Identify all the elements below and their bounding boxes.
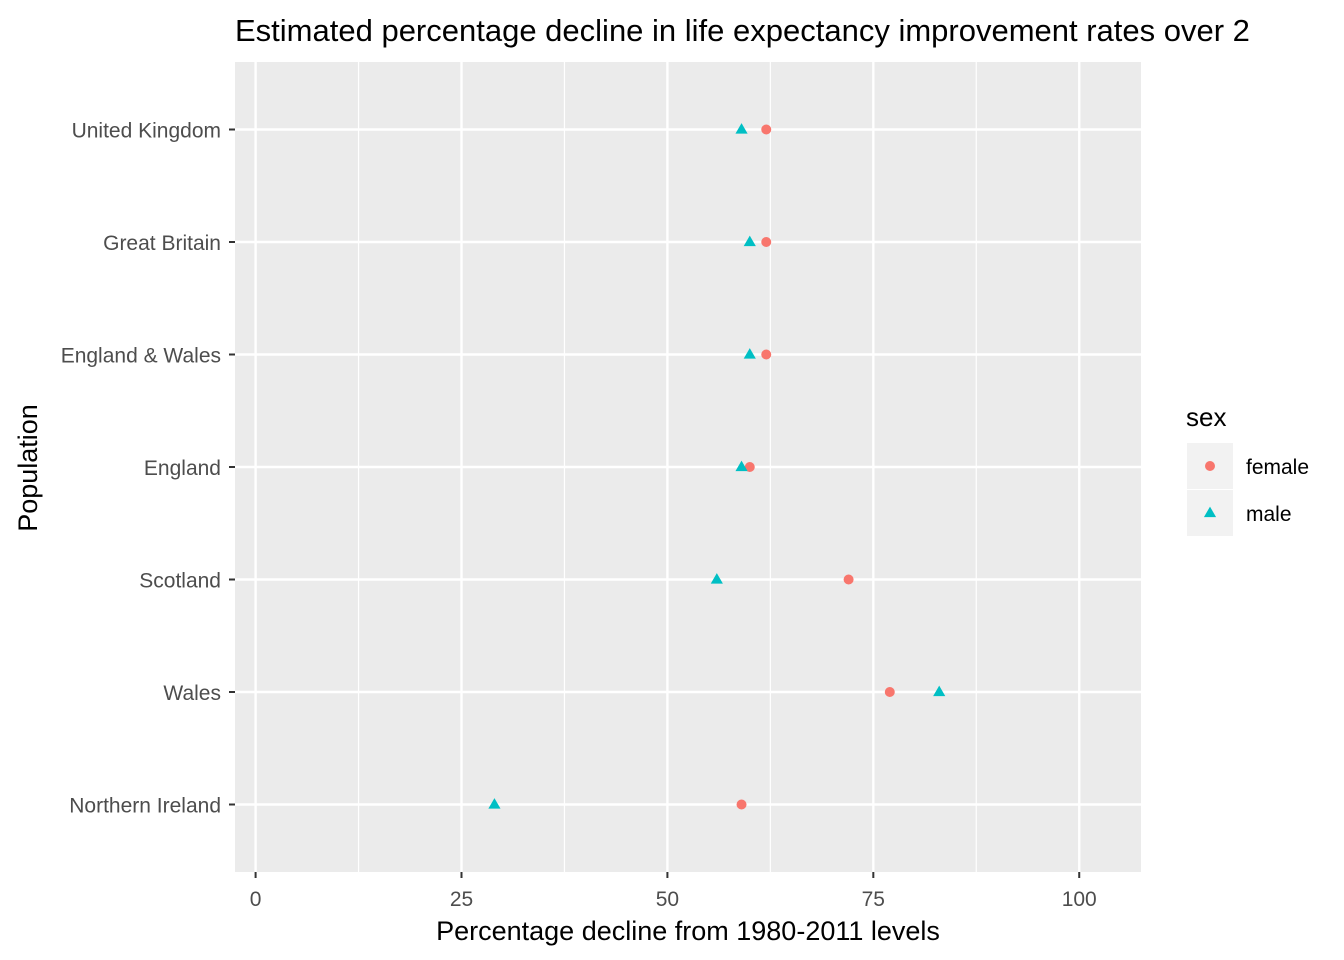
male-point [735,460,748,472]
male-point [933,685,946,697]
female-point [761,349,772,360]
x-tick-label: 50 [656,888,679,911]
y-tick-label: Northern Ireland [69,795,221,818]
male-point [735,123,748,134]
chart-title: Estimated percentage decline in life exp… [235,13,1250,48]
legend-key-female [1205,461,1215,471]
female-point [736,799,747,810]
x-axis: 0 25 50 75 100 [250,872,1097,911]
legend-label: female [1246,456,1309,479]
y-tick-label: Scotland [139,570,221,593]
x-tick-label: 0 [250,888,262,911]
legend: sex female male [1186,402,1309,536]
male-point [743,348,756,359]
male-point [488,798,501,809]
female-point [843,574,854,585]
x-tick-label: 25 [450,888,473,911]
legend-label: male [1246,503,1292,526]
male-point [743,235,756,247]
x-tick-label: 75 [862,888,885,911]
y-tick-label: England [144,457,221,480]
legend-key-male [1203,506,1217,518]
female-point [744,462,755,472]
male-point [710,573,723,584]
x-axis-title: Percentage decline from 1980-2011 levels [436,916,940,946]
female-point [884,687,895,697]
y-axis-title: Population [13,404,43,532]
y-tick-label: England & Wales [61,345,221,368]
legend-title: sex [1186,402,1226,432]
female-point [761,237,772,247]
y-tick-label: United Kingdom [72,120,221,143]
y-axis: United Kingdom Great Britain England & Wal… [61,120,235,818]
grid-lines [235,62,1141,872]
data-points [488,123,946,810]
y-tick-label: Wales [163,682,221,705]
x-tick-label: 100 [1062,888,1097,911]
y-tick-label: Great Britain [103,232,221,255]
female-point [761,124,772,135]
